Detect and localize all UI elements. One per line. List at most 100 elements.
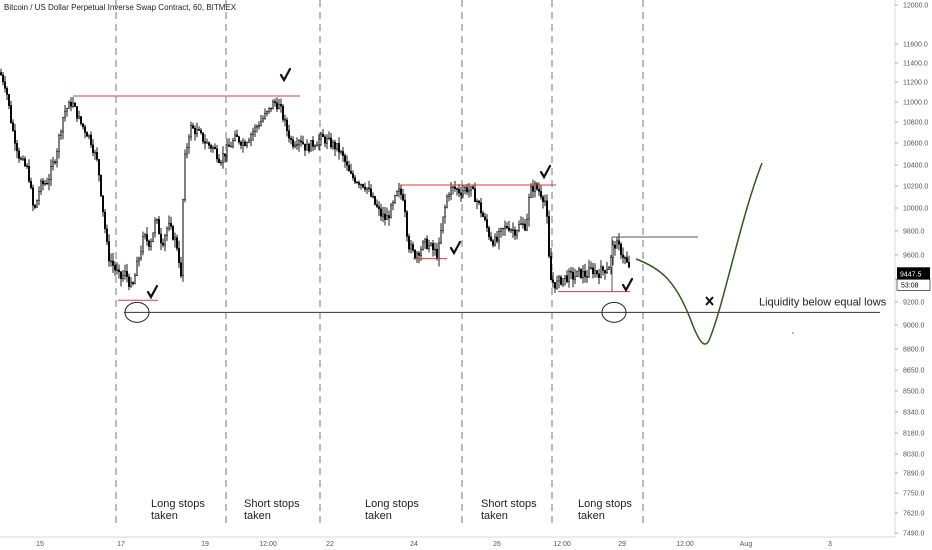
candle-body xyxy=(22,158,24,160)
candle-body xyxy=(152,232,154,242)
candle-body xyxy=(354,177,356,183)
candle-body xyxy=(166,227,168,236)
candle-body xyxy=(186,147,188,155)
candle-body xyxy=(242,141,244,146)
y-tick-label: 8800.0 xyxy=(903,347,925,354)
zone-label-line1: Short stops xyxy=(481,498,537,510)
candle-body xyxy=(584,271,586,277)
candle-body xyxy=(210,145,212,149)
candle-body xyxy=(384,213,386,220)
candle-body xyxy=(434,248,436,251)
candle-body xyxy=(420,249,422,256)
check-mark xyxy=(146,284,159,300)
candle-body xyxy=(312,140,314,147)
candle-body xyxy=(538,188,540,192)
zone-label-line2: taken xyxy=(244,510,271,522)
y-tick-label: 10400.0 xyxy=(903,163,928,170)
candle-body xyxy=(284,119,286,121)
candle-body xyxy=(130,282,132,287)
x-tick-label: 24 xyxy=(410,541,418,548)
y-tick-label: 7750.0 xyxy=(903,491,925,498)
candle-body xyxy=(418,252,420,256)
candle-body xyxy=(586,276,588,278)
candle-body xyxy=(234,134,236,141)
candle-body xyxy=(264,112,266,119)
candle-body xyxy=(330,137,332,148)
candle-body xyxy=(42,180,44,185)
candle-body xyxy=(530,186,532,198)
candle-body xyxy=(396,191,398,196)
candle-body xyxy=(306,143,308,151)
candle-body xyxy=(460,192,462,196)
x-tick-label: 26 xyxy=(493,541,501,548)
candle-body xyxy=(494,236,496,246)
candle-body xyxy=(350,170,352,174)
candle-body xyxy=(158,218,160,235)
y-tick-label: 10600.0 xyxy=(903,141,928,148)
candle-body xyxy=(410,244,412,250)
candle-body xyxy=(50,166,52,180)
candle-body xyxy=(534,183,536,192)
candle-body xyxy=(104,211,106,230)
candle-body xyxy=(430,243,432,246)
candle-body xyxy=(6,88,8,95)
candle-body xyxy=(408,236,410,250)
candle-body xyxy=(56,151,58,163)
y-tick-label: 10200.0 xyxy=(903,184,928,191)
candle-body xyxy=(252,131,254,135)
candle-body xyxy=(520,223,522,225)
candle-body xyxy=(314,145,316,148)
candle-body xyxy=(438,242,440,259)
candle-body xyxy=(358,182,360,185)
candle-body xyxy=(34,204,36,208)
candle-body xyxy=(466,187,468,193)
candle-body xyxy=(246,142,248,146)
y-tick-label: 10000.0 xyxy=(903,206,928,213)
candle-body xyxy=(336,143,338,150)
candle-body xyxy=(422,241,424,250)
candle-body xyxy=(568,271,570,283)
candle-body xyxy=(582,271,584,278)
candle-body xyxy=(248,139,250,143)
candle-body xyxy=(380,208,382,217)
candle-body xyxy=(504,226,506,229)
x-tick-label: 17 xyxy=(117,541,125,548)
candle-body xyxy=(536,183,538,190)
candle-body xyxy=(198,129,200,131)
candle-body xyxy=(238,136,240,143)
candle-body xyxy=(590,267,592,269)
candle-body xyxy=(84,126,86,133)
candle-body xyxy=(592,267,594,275)
candle-body xyxy=(352,173,354,179)
candle-body xyxy=(364,186,366,190)
candle-body xyxy=(618,240,620,245)
candle-body xyxy=(470,186,472,191)
candle-body xyxy=(268,107,270,112)
candle-body xyxy=(218,158,220,163)
candle-body xyxy=(202,132,204,142)
candle-body xyxy=(18,150,20,159)
candle-body xyxy=(614,244,616,249)
candle-body xyxy=(426,238,428,249)
candle-body xyxy=(38,191,40,201)
candle-body xyxy=(176,237,178,249)
x-tick-label: 12:00 xyxy=(259,541,277,548)
candle-body xyxy=(370,188,372,197)
candle-body xyxy=(146,234,148,242)
candle-body xyxy=(216,148,218,160)
candle-body xyxy=(598,273,600,278)
candle-body xyxy=(132,282,134,285)
candle-body xyxy=(564,275,566,279)
candle-body xyxy=(382,213,384,217)
candle-body xyxy=(478,200,480,203)
candle-body xyxy=(456,188,458,190)
candle-body xyxy=(510,229,512,231)
candle-body xyxy=(20,158,22,160)
candle-body xyxy=(628,262,630,268)
candle-body xyxy=(516,230,518,236)
candle-body xyxy=(144,234,146,237)
candle-body xyxy=(52,161,54,167)
candle-body xyxy=(100,174,102,196)
